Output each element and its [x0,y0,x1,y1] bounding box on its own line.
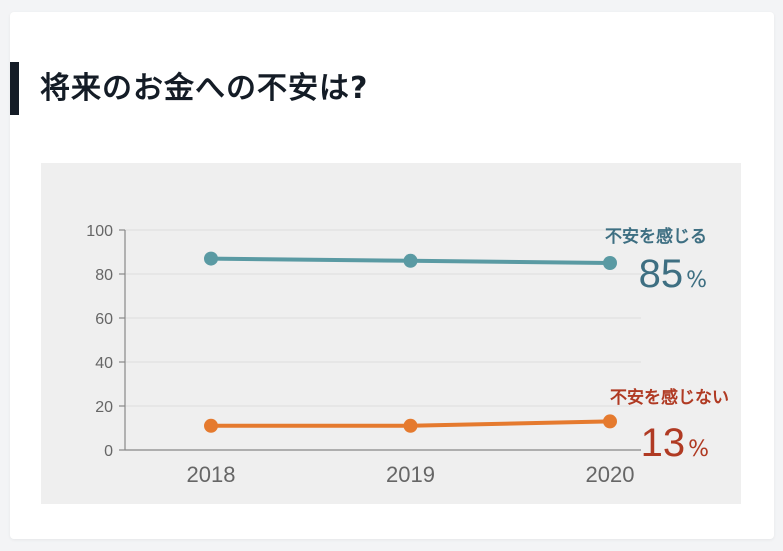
y-tick-label-0: 0 [104,443,113,460]
x-tick-label-2020: 2020 [586,462,635,487]
end-value-not-anxious-unit: % [688,437,709,462]
end-value-not-anxious: 13% [641,421,709,465]
y-tick-label-40: 40 [95,355,113,372]
y-tick-label-100: 100 [86,223,113,240]
end-value-anxious-number: 85 [639,252,684,296]
series-label-anxious: 不安を感じる [605,226,707,247]
axis-layer: 0 20 40 60 80 100 2018 2019 2020 [86,223,641,487]
data-point-not-anxious-2019 [403,418,418,433]
end-value-anxious-unit: % [686,268,707,293]
data-point-not-anxious-2020 [603,414,617,429]
data-point-anxious-2019 [403,253,418,268]
x-tick-label-2018: 2018 [187,462,236,487]
label-layer: 不安を感じる 85% 不安を感じない 13% [605,226,729,465]
page-title: 将来のお金への不安は? [40,71,369,106]
y-tick-label-80: 80 [95,267,113,284]
chart-card: 将来のお金への不安は? 0 20 40 60 80 100 2018 2019 2020 不安を… [10,12,774,539]
series-layer [204,251,617,433]
data-point-not-anxious-2018 [204,418,218,433]
data-point-anxious-2020 [603,256,617,270]
y-tick-label-60: 60 [95,311,113,328]
end-value-not-anxious-number: 13 [641,421,686,465]
y-tick-label-20: 20 [95,399,113,416]
series-label-not-anxious: 不安を感じない [610,387,729,408]
title-accent-bar [10,62,19,115]
grid-layer [125,229,641,407]
end-value-anxious: 85% [639,252,707,296]
line-chart: 0 20 40 60 80 100 2018 2019 2020 不安を感じる 85% 不安を感… [86,223,729,487]
chart-panel: 0 20 40 60 80 100 2018 2019 2020 不安を感じる 85% 不安を感… [41,163,741,504]
x-tick-label-2019: 2019 [386,462,435,487]
data-point-anxious-2018 [204,251,218,266]
